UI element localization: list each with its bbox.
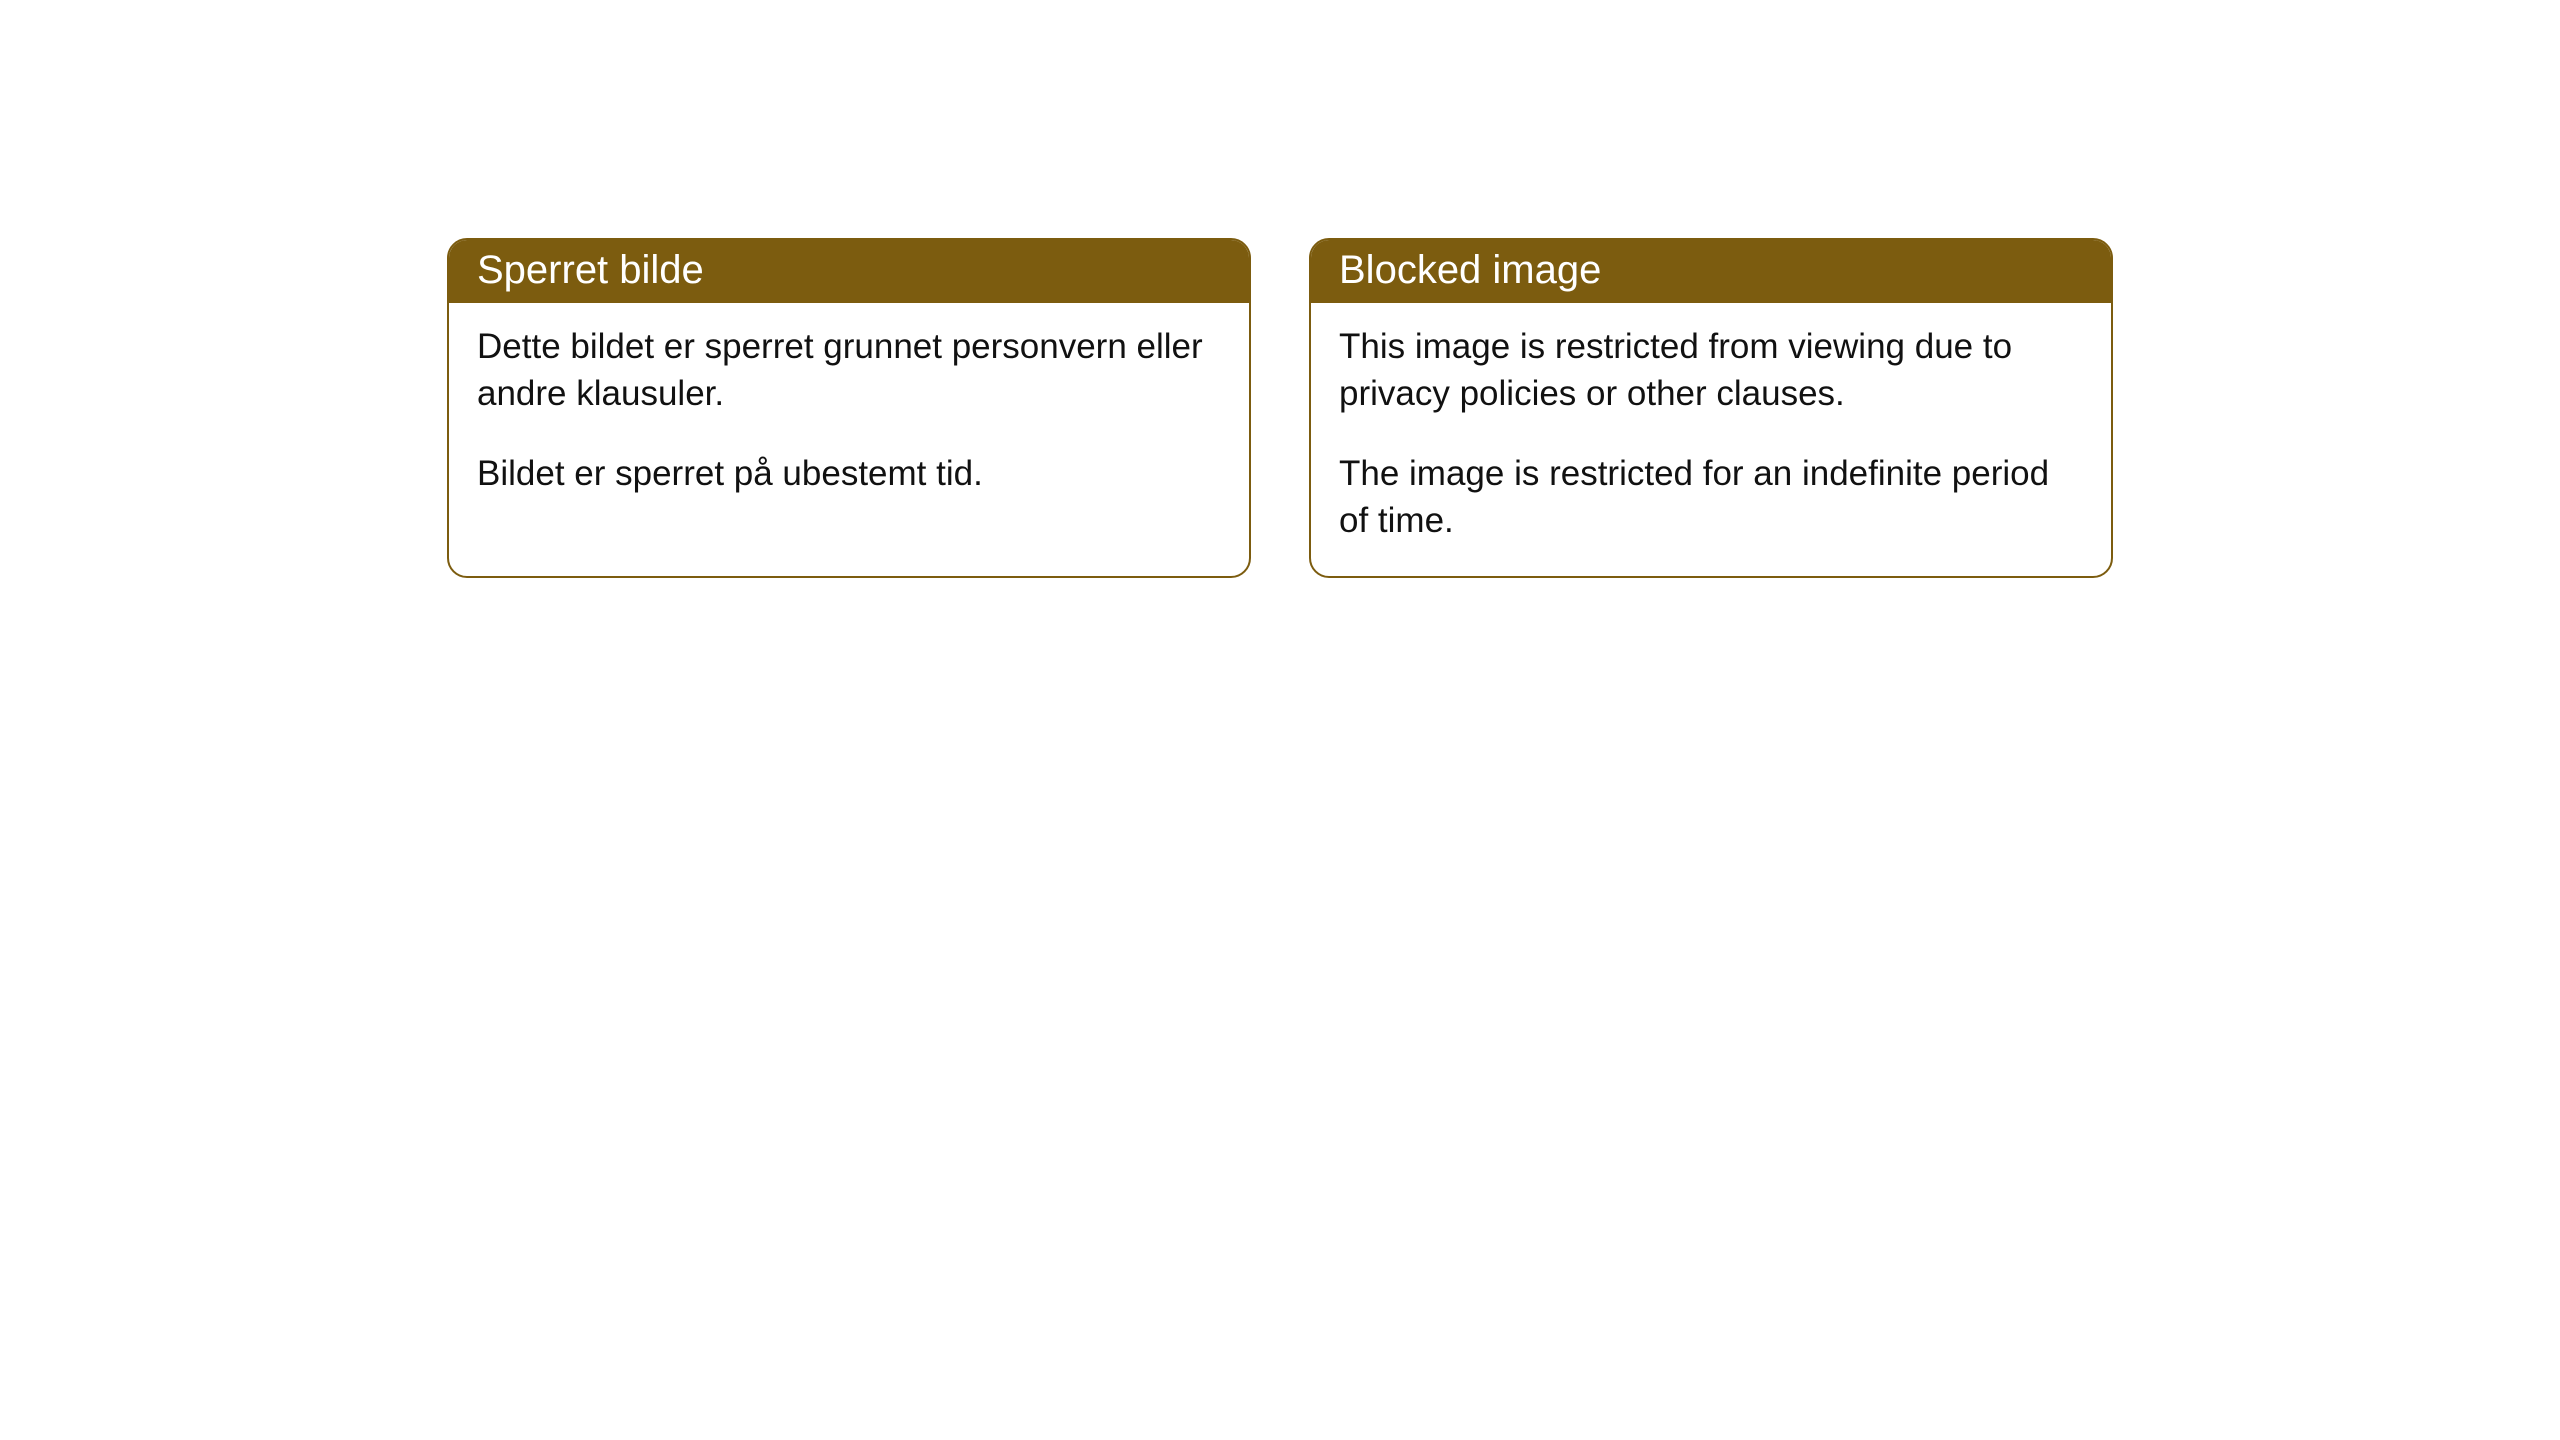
notice-cards-container: Sperret bilde Dette bildet er sperret gr…	[447, 238, 2113, 1440]
card-body: This image is restricted from viewing du…	[1311, 303, 2111, 564]
card-body: Dette bildet er sperret grunnet personve…	[449, 303, 1249, 517]
card-header: Sperret bilde	[449, 240, 1249, 303]
card-paragraph: This image is restricted from viewing du…	[1339, 323, 2083, 418]
card-paragraph: The image is restricted for an indefinit…	[1339, 450, 2083, 545]
blocked-image-card-norwegian: Sperret bilde Dette bildet er sperret gr…	[447, 238, 1251, 578]
card-paragraph: Dette bildet er sperret grunnet personve…	[477, 323, 1221, 418]
card-header: Blocked image	[1311, 240, 2111, 303]
blocked-image-card-english: Blocked image This image is restricted f…	[1309, 238, 2113, 578]
card-paragraph: Bildet er sperret på ubestemt tid.	[477, 450, 1221, 497]
